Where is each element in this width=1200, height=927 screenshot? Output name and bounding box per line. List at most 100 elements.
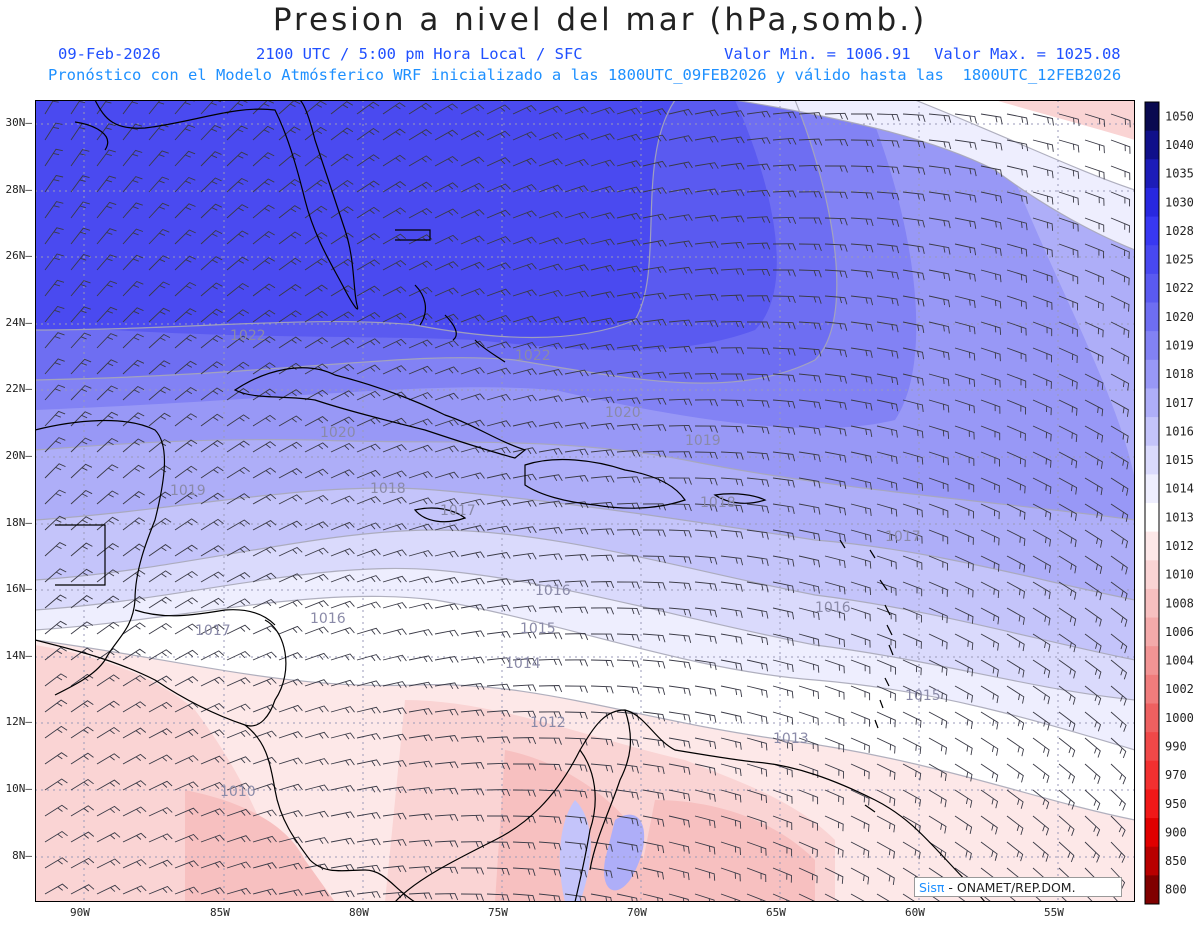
- wind-barb: [486, 552, 511, 559]
- wind-barb: [512, 420, 537, 428]
- wind-barb: [96, 254, 117, 271]
- wind-barb: [70, 437, 92, 453]
- wind-barb: [772, 373, 796, 383]
- wind-barb: [720, 399, 744, 408]
- wind-barb: [200, 545, 224, 557]
- wind-barb: [174, 334, 197, 349]
- wind-barb: [1084, 659, 1102, 679]
- wind-barb: [460, 367, 485, 375]
- wind-barb: [694, 109, 719, 117]
- wind-barb: [746, 659, 768, 672]
- wind-barb: [96, 805, 121, 817]
- wind-barb: [928, 399, 950, 413]
- wind-barb: [642, 292, 667, 300]
- wind-barb: [1006, 399, 1027, 415]
- legend-label: 1012: [1165, 539, 1194, 553]
- wind-barb: [980, 399, 1001, 414]
- wind-barb: [954, 347, 976, 361]
- wind-barb: [1058, 425, 1078, 442]
- wind-barb: [1110, 373, 1130, 391]
- wind-barb: [1110, 425, 1129, 444]
- wind-barb: [278, 178, 301, 193]
- wind-barb: [1110, 269, 1130, 286]
- wind-barb: [642, 318, 667, 326]
- wind-barb: [382, 865, 407, 873]
- wind-barb: [694, 633, 717, 644]
- wind-barb: [200, 887, 225, 895]
- wind-barb: [980, 789, 999, 809]
- wind-barb: [564, 422, 589, 430]
- wind-barb: [694, 841, 716, 855]
- wind-barb: [486, 104, 511, 115]
- wind-barb: [408, 418, 433, 427]
- wind-barb: [434, 366, 459, 375]
- wind-barb: [330, 311, 355, 323]
- wind-barb: [408, 523, 433, 531]
- wind-barb: [538, 658, 563, 666]
- wind-barb: [70, 884, 95, 895]
- wind-barb: [564, 448, 589, 456]
- legend-label: 950: [1165, 797, 1187, 811]
- wind-barb: [1058, 711, 1076, 732]
- wind-barb: [1058, 555, 1077, 574]
- credit-text: - ONAMET/REP.DOM.: [944, 880, 1076, 895]
- wind-barb: [616, 107, 641, 115]
- wind-barb: [798, 269, 822, 278]
- wind-barb: [980, 321, 1002, 335]
- wind-barb: [200, 650, 225, 661]
- wind-barb: [96, 569, 120, 583]
- wind-barb: [564, 395, 589, 403]
- wind-barb: [304, 652, 329, 661]
- wind-barb: [382, 654, 407, 662]
- wind-barb: [278, 389, 302, 401]
- brand-label: Sisπ: [919, 880, 945, 895]
- wind-barb: [408, 892, 433, 900]
- wind-barb: [460, 314, 485, 323]
- wind-barb: [590, 238, 615, 246]
- wind-barb: [486, 893, 510, 902]
- wind-barb: [1110, 217, 1130, 233]
- wind-barb: [226, 703, 251, 713]
- wind-barb: [148, 544, 172, 557]
- wind-barb: [824, 321, 848, 331]
- wind-barb: [642, 841, 665, 854]
- wind-barb: [772, 321, 796, 330]
- wind-barb: [980, 893, 992, 902]
- wind-barb: [460, 498, 485, 506]
- wind-barb: [226, 756, 251, 765]
- wind-barb: [486, 472, 511, 480]
- wind-barb: [408, 866, 433, 874]
- wind-barb: [1032, 581, 1051, 600]
- wind-barb: [928, 763, 947, 781]
- wind-barb: [512, 289, 537, 297]
- wind-barb: [44, 174, 64, 193]
- wind-barb: [850, 841, 870, 859]
- wind-barb: [408, 734, 433, 742]
- wind-barb: [226, 125, 248, 141]
- wind-barb: [434, 576, 459, 584]
- wind-barb: [616, 397, 641, 405]
- wind-barb: [720, 294, 745, 302]
- wind-barb: [538, 527, 563, 534]
- wind-barb: [330, 706, 355, 714]
- wind-barb: [1032, 789, 1050, 810]
- wind-barb: [174, 413, 198, 427]
- wind-barb: [1110, 477, 1129, 496]
- wind-barb: [590, 607, 615, 615]
- wind-barb: [1032, 529, 1051, 547]
- wind-barb: [486, 631, 511, 638]
- wind-barb: [876, 763, 896, 780]
- wind-barb: [1006, 347, 1027, 362]
- wind-barb: [928, 737, 947, 755]
- wind-barb: [538, 500, 563, 508]
- wind-barb: [746, 607, 769, 619]
- wind-barb: [460, 288, 485, 297]
- wind-barb: [148, 885, 173, 895]
- wind-barb: [1058, 477, 1078, 495]
- wind-barb: [174, 833, 199, 843]
- wind-barb: [434, 656, 459, 663]
- wind-barb: [44, 332, 65, 349]
- wind-barb: [720, 867, 741, 882]
- wind-barb: [460, 788, 485, 796]
- wind-barb: [876, 867, 895, 885]
